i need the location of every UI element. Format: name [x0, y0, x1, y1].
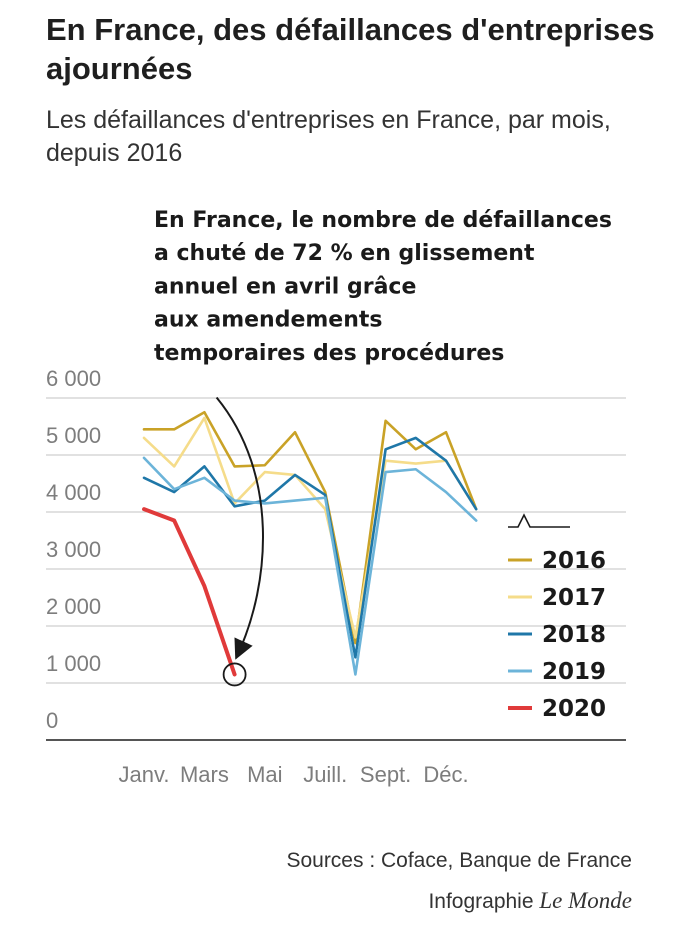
- annotation-text-line: a chuté de 72 % en glissement: [154, 241, 535, 266]
- legend: 2016 2017 2018 2019 2020: [508, 513, 606, 722]
- x-tick-label: Mai: [247, 762, 282, 787]
- x-axis: Janv. Mars Mai Juill. Sept. Déc.: [119, 762, 469, 787]
- legend-label-2020: 2020: [542, 696, 606, 722]
- chart-subtitle: Les défaillances d'entreprises en France…: [46, 106, 611, 167]
- gridlines: [46, 397, 626, 741]
- annotation-text-line: temporaires des procédures: [154, 341, 504, 366]
- x-tick-label: Déc.: [423, 762, 468, 787]
- annotation-text-line: aux amendements: [154, 308, 383, 333]
- y-tick-label: 6 000: [46, 366, 101, 391]
- x-tick-label: Juill.: [303, 762, 347, 787]
- y-axis: 0 1 000 2 000 3 000 4 000 5 000 6 000: [46, 366, 101, 733]
- y-tick-label: 0: [46, 708, 58, 733]
- annotation-circle: [222, 662, 247, 687]
- chart-title: En France, des défaillances d'entreprise…: [46, 12, 655, 86]
- x-tick-label: Janv.: [119, 762, 170, 787]
- y-tick-label: 1 000: [46, 651, 101, 676]
- y-tick-label: 2 000: [46, 594, 101, 619]
- credit-publication: Le Monde: [539, 888, 632, 913]
- credit-note: Infographie Le Monde: [428, 887, 632, 915]
- legend-label-2016: 2016: [542, 548, 606, 574]
- annotation: En France, le nombre de défaillances a ch…: [154, 208, 612, 687]
- series-line-2016: [142, 410, 478, 645]
- annotation-text-line: En France, le nombre de défaillances: [154, 208, 612, 233]
- x-tick-label: Sept.: [360, 762, 411, 787]
- series-lines: [142, 410, 478, 677]
- line-chart: 0 1 000 2 000 3 000 4 000 5 000 6 000 Janv. Mar…: [46, 208, 626, 787]
- series-line-2018: [142, 436, 478, 659]
- annotation-arrow: [215, 396, 264, 660]
- legend-label-2019: 2019: [542, 659, 606, 685]
- annotation-text-line: annuel en avril grâce: [154, 274, 416, 299]
- series-line-2020: [142, 507, 237, 677]
- legend-label-2018: 2018: [542, 622, 606, 648]
- y-tick-label: 5 000: [46, 423, 101, 448]
- y-tick-label: 3 000: [46, 537, 101, 562]
- y-tick-label: 4 000: [46, 480, 101, 505]
- x-tick-label: Mars: [180, 762, 229, 787]
- legend-line-icon: [508, 513, 570, 528]
- series-line-2017: [142, 416, 478, 639]
- series-line-2019: [142, 456, 478, 676]
- credit-prefix: Infographie: [428, 890, 534, 913]
- sources-note: Sources : Coface, Banque de France: [286, 849, 632, 872]
- legend-label-2017: 2017: [542, 585, 606, 611]
